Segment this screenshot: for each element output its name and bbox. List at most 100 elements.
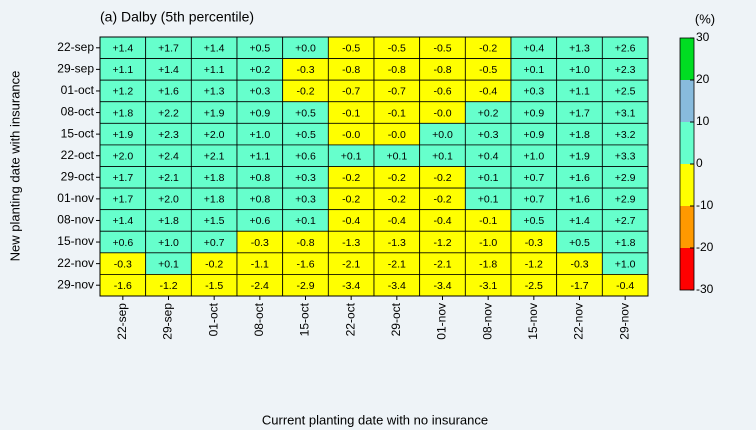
colorbar-tick-label: -20 <box>696 240 714 254</box>
cell-label: -2.4 <box>251 280 269 292</box>
cell-label: -1.7 <box>570 280 588 292</box>
cell-label: +0.1 <box>386 150 407 162</box>
cell-label: +1.3 <box>204 86 225 98</box>
y-tick-label: 29-nov <box>57 277 94 291</box>
colorbar-segment <box>680 122 694 164</box>
cell-label: -1.3 <box>388 237 406 249</box>
cell-label: -1.6 <box>114 280 132 292</box>
cell-label: +1.4 <box>204 43 225 55</box>
cell-label: +0.5 <box>295 129 316 141</box>
cell-label: +1.7 <box>569 107 590 119</box>
cell-label: -0.4 <box>433 215 451 227</box>
cell-label: +2.3 <box>158 129 179 141</box>
cell-label: +0.5 <box>249 43 270 55</box>
cell-label: +2.0 <box>158 194 179 206</box>
cell-label: +0.3 <box>295 172 316 184</box>
cell-label: -3.4 <box>388 280 406 292</box>
x-axis-label: Current planting date with no insurance <box>262 412 488 427</box>
cell-label: +0.7 <box>523 172 544 184</box>
colorbar-segment <box>680 164 694 206</box>
cell-label: +1.6 <box>569 194 590 206</box>
cell-label: -0.2 <box>388 194 406 206</box>
cell-label: -0.2 <box>296 86 314 98</box>
cell-label: -1.3 <box>342 237 360 249</box>
y-tick-label: 22-oct <box>61 148 95 162</box>
x-tick-label: 15-nov <box>526 303 540 340</box>
colorbar-segment <box>680 38 694 80</box>
cell-label: +1.0 <box>615 258 636 270</box>
colorbar-tick-label: -10 <box>696 198 714 212</box>
cell-label: +0.8 <box>249 172 270 184</box>
cell-label: +0.3 <box>478 129 499 141</box>
cell-label: -0.1 <box>388 107 406 119</box>
cell-label: +1.1 <box>249 150 270 162</box>
cell-label: -0.4 <box>342 215 360 227</box>
cell-label: +3.2 <box>615 129 636 141</box>
cell-label: -0.5 <box>479 64 497 76</box>
x-tick-label: 01-nov <box>435 303 449 340</box>
cell-label: -0.8 <box>388 64 406 76</box>
cell-label: -1.8 <box>479 258 497 270</box>
cell-label: -0.3 <box>251 237 269 249</box>
cell-label: +0.1 <box>295 215 316 227</box>
x-tick-label: 01-oct <box>206 302 220 336</box>
cell-label: +1.1 <box>569 86 590 98</box>
cell-label: -0.3 <box>570 258 588 270</box>
cell-label: +1.7 <box>112 172 133 184</box>
cell-label: -0.5 <box>388 43 406 55</box>
cell-label: +1.0 <box>523 150 544 162</box>
cell-label: +1.4 <box>112 215 133 227</box>
cell-label: +1.8 <box>615 237 636 249</box>
cell-label: +1.8 <box>204 172 225 184</box>
cell-label: +0.6 <box>112 237 133 249</box>
cell-label: -2.1 <box>388 258 406 270</box>
x-tick-label: 22-nov <box>572 303 586 340</box>
cell-label: -0.0 <box>388 129 406 141</box>
cell-label: +1.8 <box>112 107 133 119</box>
cell-label: +1.8 <box>569 129 590 141</box>
cell-label: +1.9 <box>204 107 225 119</box>
cell-label: -0.5 <box>433 43 451 55</box>
cell-label: +0.3 <box>523 86 544 98</box>
cell-label: +3.3 <box>615 150 636 162</box>
cell-label: -3.4 <box>342 280 360 292</box>
cell-label: -1.5 <box>205 280 223 292</box>
colorbar-segment <box>680 206 694 248</box>
y-tick-label: 08-oct <box>61 105 95 119</box>
cell-label: +0.7 <box>204 237 225 249</box>
cell-label: -0.2 <box>433 194 451 206</box>
cell-label: +0.2 <box>249 64 270 76</box>
cell-label: -0.8 <box>433 64 451 76</box>
cell-label: +1.8 <box>158 215 179 227</box>
cell-label: +2.2 <box>158 107 179 119</box>
cell-label: +1.7 <box>158 43 179 55</box>
cell-label: +0.1 <box>158 258 179 270</box>
y-axis-label: New planting date with insurance <box>7 71 22 262</box>
cell-label: -0.7 <box>342 86 360 98</box>
cell-label: +1.4 <box>158 64 179 76</box>
cell-label: -1.6 <box>296 258 314 270</box>
y-tick-label: 29-oct <box>61 169 95 183</box>
cell-label: -0.4 <box>616 280 634 292</box>
cell-label: +0.8 <box>249 194 270 206</box>
cell-label: +0.5 <box>295 107 316 119</box>
cell-label: +1.6 <box>158 86 179 98</box>
x-tick-label: 15-oct <box>298 302 312 336</box>
cell-label: +1.2 <box>112 86 133 98</box>
cell-label: +0.9 <box>249 107 270 119</box>
y-tick-label: 22-sep <box>57 40 94 54</box>
cell-label: -0.2 <box>433 172 451 184</box>
cell-label: +1.9 <box>569 150 590 162</box>
cell-label: +0.2 <box>478 107 499 119</box>
y-tick-label: 29-sep <box>57 62 94 76</box>
y-tick-label: 15-nov <box>57 234 94 248</box>
cell-label: +0.1 <box>478 194 499 206</box>
y-tick-label: 22-nov <box>57 256 94 270</box>
cell-label: +2.4 <box>158 150 179 162</box>
colorbar-label: (%) <box>695 11 715 26</box>
cell-label: -0.6 <box>433 86 451 98</box>
cell-label: +1.4 <box>112 43 133 55</box>
cell-label: +2.1 <box>158 172 179 184</box>
cell-label: -0.7 <box>388 86 406 98</box>
